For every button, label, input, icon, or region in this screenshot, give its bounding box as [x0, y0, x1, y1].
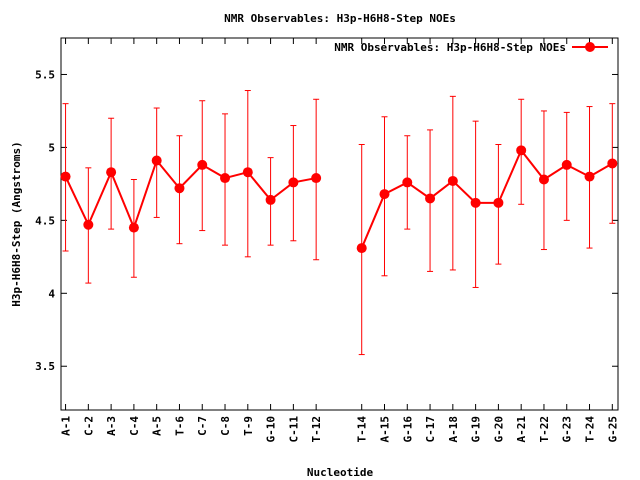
- x-tick-label: C-7: [196, 416, 209, 436]
- x-tick-label: A-3: [105, 416, 118, 436]
- y-tick-label: 5: [48, 141, 55, 154]
- series-line: [360, 148, 613, 249]
- x-tick-label: T-6: [173, 416, 186, 436]
- x-tick-label: G-16: [401, 416, 414, 443]
- x-axis-label: Nucleotide: [307, 466, 374, 479]
- x-tick-label: C-11: [287, 416, 300, 443]
- data-point: [174, 183, 185, 194]
- chart-title: NMR Observables: H3p-H6H8-Step NOEs: [224, 12, 456, 25]
- data-point: [538, 174, 549, 185]
- data-point: [561, 159, 572, 170]
- x-tick-label: G-23: [561, 416, 574, 443]
- x-tick-label: A-5: [151, 416, 164, 436]
- series-line-group: [64, 148, 613, 249]
- data-point: [447, 175, 458, 186]
- x-tick-label: G-25: [606, 416, 619, 443]
- data-point: [151, 155, 162, 166]
- x-tick-label: T-24: [584, 416, 597, 443]
- legend-label: NMR Observables: H3p-H6H8-Step NOEs: [334, 41, 566, 54]
- y-axis-label: H3p-H6H8-Step (Angstroms): [10, 141, 23, 307]
- x-tick-label: C-8: [219, 416, 232, 436]
- x-tick-label: A-18: [447, 416, 460, 443]
- data-point: [584, 171, 595, 182]
- y-tick-label: 3.5: [35, 360, 55, 373]
- y-axis: 3.5 4 4.5 5 5.5: [35, 68, 618, 373]
- data-point: [607, 158, 618, 169]
- data-point: [83, 219, 94, 230]
- data-point: [402, 177, 413, 188]
- data-point: [106, 167, 117, 178]
- y-tick-label: 5.5: [35, 68, 55, 81]
- data-point: [242, 167, 253, 178]
- data-point: [220, 173, 231, 184]
- data-point: [425, 193, 436, 204]
- data-point: [493, 197, 504, 208]
- x-tick-label: A-1: [60, 416, 73, 436]
- data-point: [356, 243, 367, 254]
- data-point: [128, 222, 139, 233]
- data-point: [516, 145, 527, 156]
- x-tick-label: C-17: [424, 416, 437, 443]
- data-points: [60, 145, 618, 254]
- data-point: [311, 173, 322, 184]
- y-tick-label: 4.5: [35, 214, 55, 227]
- x-tick-label: G-20: [492, 416, 505, 443]
- data-point: [288, 177, 299, 188]
- x-tick-label: C-4: [128, 416, 141, 436]
- legend: NMR Observables: H3p-H6H8-Step NOEs: [334, 41, 608, 54]
- data-point: [60, 171, 71, 182]
- x-tick-label: T-12: [310, 416, 323, 443]
- x-tick-label: G-19: [470, 416, 483, 443]
- x-tick-label: G-10: [265, 416, 278, 443]
- x-tick-label: A-21: [515, 416, 528, 443]
- x-tick-label: T-22: [538, 416, 551, 443]
- x-tick-label: C-2: [82, 416, 95, 436]
- data-point: [379, 189, 390, 200]
- data-point: [197, 159, 208, 170]
- x-tick-label: A-15: [378, 416, 391, 443]
- x-tick-label: T-14: [356, 416, 369, 443]
- y-tick-label: 4: [48, 287, 55, 300]
- legend-marker: [585, 42, 595, 52]
- x-tick-label: T-9: [242, 416, 255, 436]
- series-line: [64, 158, 317, 231]
- error-bars: [62, 90, 616, 356]
- data-point: [265, 194, 276, 205]
- x-axis: A-1 C-2 A-3 C-4 A-5 T-6 C-7 C-8 T-9 G-10 C-11 T-12 T…: [60, 38, 619, 443]
- data-point: [470, 197, 481, 208]
- plot-frame: [60, 37, 619, 411]
